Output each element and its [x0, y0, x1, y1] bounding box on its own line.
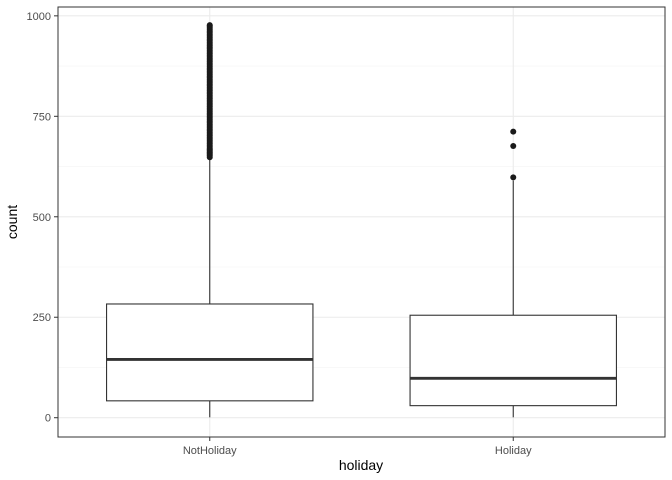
y-tick-label: 0: [45, 413, 51, 425]
box-layer: [106, 22, 617, 418]
y-tick-label: 250: [33, 312, 51, 324]
iqr-box: [409, 314, 617, 407]
axis-layer: 0 250 500 750 1000 NotHoliday Holiday: [27, 11, 533, 457]
x-tick-label: NotHoliday: [183, 445, 237, 457]
y-axis-title: count: [4, 205, 20, 239]
iqr-box: [106, 303, 314, 402]
outlier-point: [510, 143, 517, 150]
panel-border: [57, 6, 666, 438]
outlier-point: [510, 174, 517, 181]
box-notholiday: [106, 22, 314, 418]
x-tick-label: Holiday: [495, 445, 532, 457]
box-holiday: [409, 128, 617, 418]
outlier-point: [206, 22, 213, 29]
y-tick-label: 500: [33, 212, 51, 224]
x-axis-title: holiday: [339, 457, 383, 473]
y-tick-label: 1000: [27, 11, 51, 23]
y-tick-label: 750: [33, 111, 51, 123]
outlier-point: [510, 128, 517, 135]
